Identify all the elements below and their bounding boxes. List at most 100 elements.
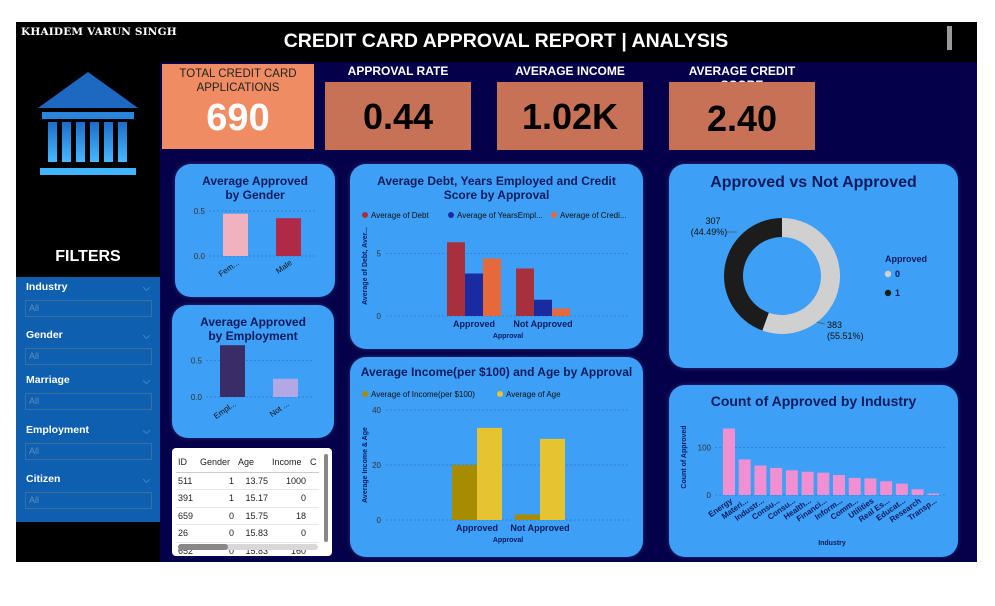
kpi-average-income: AVERAGE INCOME 1.02K — [497, 62, 643, 150]
filters-title: FILTERS — [55, 248, 121, 265]
x-tick-label: Not Approved — [510, 523, 569, 533]
chart-card-employment: Average Approved by Employment 0.0 0.5 Emp… — [172, 305, 334, 438]
legend-entry: Average of Income(per $100) — [371, 390, 475, 399]
chart-income-age: Average of Income(per $100) Average of Ag… — [362, 390, 630, 544]
bar — [880, 481, 893, 495]
horizontal-scrollbar[interactable] — [178, 544, 318, 550]
table-cell: 15.83 — [236, 524, 270, 543]
column-header-gender[interactable]: Gender — [198, 452, 236, 473]
filter-dropdown-employment[interactable]: All — [25, 443, 152, 460]
bar — [540, 438, 565, 520]
y-tick-label: 0 — [377, 312, 382, 321]
legend-marker — [448, 212, 454, 218]
kpi-label: APPROVAL RATE — [347, 64, 449, 78]
bar — [552, 308, 570, 316]
slice-percent-label: (44.49%) — [691, 227, 728, 237]
scrollbar-thumb[interactable] — [178, 544, 228, 550]
data-table[interactable]: ID Gender Age Income C 511 1 13.75 1000 391 1 15.1… — [172, 448, 332, 556]
x-axis-title: Industry — [818, 540, 846, 547]
column-header-income[interactable]: Income — [270, 452, 308, 473]
bank-icon — [38, 72, 138, 175]
chevron-down-icon[interactable] — [142, 427, 151, 436]
legend-marker — [551, 212, 557, 218]
y-tick-label: 0 — [707, 491, 712, 500]
chart-title: Average Approved by Employment — [200, 315, 306, 343]
chart-card-income-age: Average Income(per $100) and Age by Appr… — [350, 357, 643, 557]
filter-label-industry: Industry — [26, 281, 68, 293]
chevron-down-icon[interactable] — [142, 476, 151, 485]
chevron-down-icon[interactable] — [142, 332, 151, 341]
bar — [754, 465, 767, 495]
dashboard-frame: KHAIDEM VARUN SINGH CREDIT CARD APPROVAL… — [16, 22, 977, 562]
bar — [452, 465, 477, 520]
table-cell: 1 — [198, 489, 236, 508]
chevron-down-icon[interactable] — [142, 284, 151, 293]
slice-percent-label: (55.51%) — [827, 331, 864, 341]
bar — [817, 472, 830, 495]
dashboard-main: TOTAL CREDIT CARD APPLICATIONS 690 APPRO… — [160, 62, 977, 562]
table-row[interactable]: 391 1 15.17 0 — [176, 489, 319, 508]
chart-industry: 0100EnergyMateri...Industr...Consu...Con… — [681, 425, 945, 547]
column-header-id[interactable]: ID — [176, 452, 198, 473]
filter-label-gender: Gender — [26, 329, 63, 341]
bar — [223, 213, 248, 256]
kpi-approval-rate: APPROVAL RATE 0.44 — [325, 62, 471, 150]
bar — [911, 489, 924, 495]
x-axis-title: Approval — [493, 537, 523, 544]
table-cell: 0 — [198, 507, 236, 525]
column-header-age[interactable]: Age — [236, 452, 270, 473]
filter-label-marriage: Marriage — [26, 374, 70, 386]
bar — [848, 477, 861, 495]
table-cell: 659 — [176, 507, 198, 525]
x-tick-label: Empl... — [212, 399, 238, 421]
table-cell — [308, 524, 319, 543]
y-tick-label: 100 — [698, 444, 712, 453]
filter-dropdown-gender[interactable]: All — [25, 348, 152, 365]
legend-entry: Average of Age — [506, 390, 561, 399]
chart-title: Approved vs Not Approved — [710, 174, 917, 191]
bar — [483, 258, 501, 316]
kpi-value: 1.02K — [521, 96, 619, 137]
table-cell: 15.75 — [236, 507, 270, 525]
chart-title: Average Income(per $100) and Age by Appr… — [360, 365, 633, 379]
filter-panel: Industry All Gender All Marriage All Employmen… — [16, 277, 160, 522]
bar — [864, 478, 877, 495]
window-control[interactable] — [947, 26, 952, 50]
bar — [895, 483, 908, 495]
bar — [534, 299, 552, 316]
kpi-value: 690 — [206, 97, 270, 139]
y-tick-label: 0.5 — [194, 207, 206, 216]
x-axis-title: Approval — [493, 333, 523, 340]
table-cell — [308, 489, 319, 508]
y-tick-label: 0.0 — [191, 393, 203, 402]
bar — [770, 467, 783, 495]
legend-marker — [884, 270, 892, 278]
bar — [276, 218, 301, 256]
donut-slice — [724, 218, 782, 331]
filter-dropdown-citizen[interactable]: All — [25, 492, 152, 509]
report-title: CREDIT CARD APPROVAL REPORT | ANALYSIS — [283, 30, 729, 52]
table-row[interactable]: 659 0 15.75 18 — [176, 507, 319, 525]
y-axis-title: Count of Approved — [681, 425, 688, 488]
top-bar: KHAIDEM VARUN SINGH CREDIT CARD APPROVAL… — [16, 22, 977, 62]
filter-dropdown-industry[interactable]: All — [25, 300, 152, 317]
bar — [738, 459, 751, 495]
table-cell: 15.17 — [236, 489, 270, 508]
vertical-scrollbar[interactable] — [324, 454, 328, 542]
filter-label-employment: Employment — [26, 424, 90, 436]
chart-title: Count of Approved by Industry — [710, 393, 917, 409]
bar — [801, 471, 814, 495]
table-row[interactable]: 26 0 15.83 0 — [176, 524, 319, 543]
slice-value-label: 383 — [827, 320, 842, 330]
table-row[interactable]: 511 1 13.75 1000 — [176, 472, 319, 490]
table-cell: 13.75 — [236, 472, 270, 490]
bar — [927, 493, 940, 495]
column-header-c[interactable]: C — [308, 452, 319, 473]
kpi-box — [669, 82, 815, 150]
chart-title: Average Approved by Gender — [202, 174, 308, 202]
chevron-down-icon[interactable] — [142, 377, 151, 386]
bar — [833, 475, 845, 495]
kpi-value: 0.44 — [362, 96, 434, 137]
filter-dropdown-marriage[interactable]: All — [25, 393, 152, 410]
kpi-total-applications: TOTAL CREDIT CARD APPLICATIONS 690 — [162, 64, 314, 149]
